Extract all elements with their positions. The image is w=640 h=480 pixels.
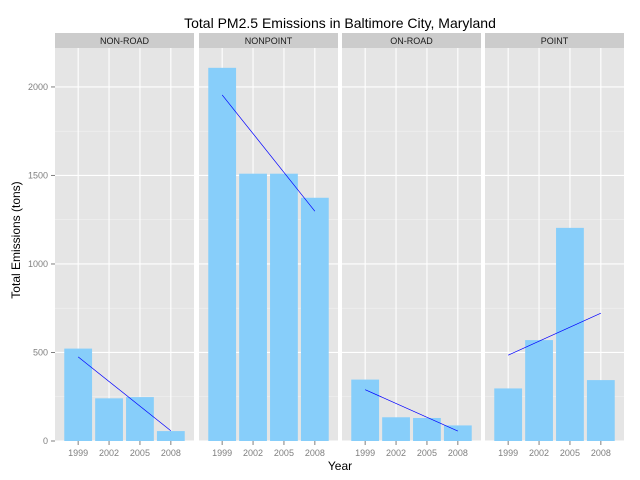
- x-tick-label: 2005: [130, 448, 150, 458]
- x-tick-label: 2008: [161, 448, 181, 458]
- y-tick-label: 500: [33, 347, 48, 357]
- facet-strip: [342, 33, 481, 48]
- x-tick-label: 2002: [243, 448, 263, 458]
- bar: [443, 425, 472, 441]
- facet-strip: [199, 33, 338, 48]
- facet-nonpoint: NONPOINT 1999 2002 2005 2008: [199, 33, 338, 458]
- facet-on-road: ON-ROAD 1999 2002 2005 2008: [342, 33, 481, 458]
- y-axis: 0 500 1000 1500 2000: [28, 82, 55, 446]
- bar: [239, 173, 267, 441]
- x-tick-label: 2008: [448, 448, 468, 458]
- facet-panels: NON-ROAD 1999 2002 2005 2008 NONPOINT 1999 2002…: [55, 33, 624, 458]
- bar: [270, 173, 298, 441]
- bar: [208, 67, 237, 441]
- facet-strip: [485, 33, 624, 48]
- y-tick-label: 2000: [28, 82, 48, 92]
- bar: [556, 227, 584, 441]
- y-tick-label: 1500: [28, 170, 48, 180]
- bar: [586, 380, 615, 441]
- y-axis-title: Total Emissions (tons): [9, 181, 23, 298]
- facet-strip-label: NON-ROAD: [100, 36, 149, 46]
- y-tick-label: 1000: [28, 259, 48, 269]
- x-tick-label: 2005: [274, 448, 294, 458]
- x-tick-label: 2008: [305, 448, 325, 458]
- facet-non-road: NON-ROAD 1999 2002 2005 2008: [55, 33, 194, 458]
- bar: [525, 340, 553, 441]
- facet-strip: [55, 33, 194, 48]
- chart-title: Total PM2.5 Emissions in Baltimore City,…: [184, 15, 496, 31]
- x-tick-label: 2002: [529, 448, 549, 458]
- y-tick-label: 0: [43, 436, 48, 446]
- bar: [300, 197, 329, 441]
- bar: [156, 431, 185, 441]
- x-tick-label: 2008: [591, 448, 611, 458]
- trend-line: [365, 389, 458, 432]
- bar: [494, 388, 523, 441]
- facet-strip-label: POINT: [541, 36, 569, 46]
- facet-strip-label: ON-ROAD: [390, 36, 433, 46]
- bar: [351, 379, 380, 441]
- x-tick-label: 1999: [498, 448, 518, 458]
- x-tick-label: 1999: [212, 448, 232, 458]
- trend-line: [508, 312, 601, 356]
- bar: [64, 348, 93, 441]
- x-tick-label: 1999: [355, 448, 375, 458]
- bar: [126, 397, 154, 441]
- bar: [382, 417, 410, 441]
- x-tick-label: 2005: [417, 448, 437, 458]
- bar: [413, 417, 441, 441]
- x-tick-label: 1999: [68, 448, 88, 458]
- x-tick-label: 2005: [560, 448, 580, 458]
- trend-line: [221, 94, 316, 212]
- x-axis-title: Year: [328, 459, 352, 473]
- trend-line: [77, 356, 172, 432]
- bar: [95, 398, 123, 441]
- x-tick-label: 2002: [386, 448, 406, 458]
- facet-strip-label: NONPOINT: [245, 36, 293, 46]
- facet-point: POINT 1999 2002 2005 2008: [485, 33, 624, 458]
- x-tick-label: 2002: [99, 448, 119, 458]
